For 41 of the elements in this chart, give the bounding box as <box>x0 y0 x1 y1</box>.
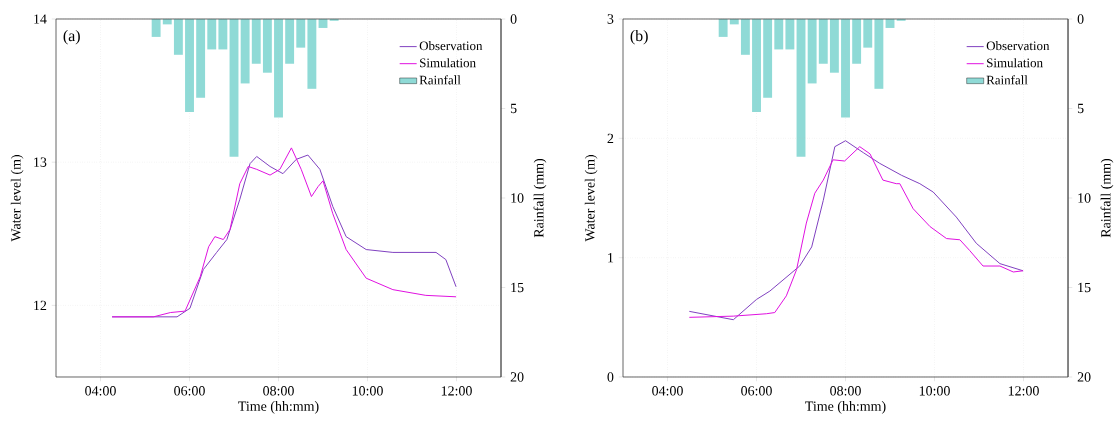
x-tick-label: 06:00 <box>741 386 772 396</box>
annotation: (a) <box>63 29 80 45</box>
x-tick-label: 04:00 <box>85 386 116 396</box>
legend-label: Observation <box>986 41 1050 51</box>
y-tick-label: 3 <box>607 14 614 24</box>
y-tick-label: 2 <box>607 133 614 143</box>
x-tick-label: 10:00 <box>352 386 383 396</box>
legend-label: Rainfall <box>986 75 1028 85</box>
y-tick-label: 1 <box>608 253 614 263</box>
y-axis-title: Water level (m) <box>10 155 24 242</box>
y-tick-label: 13 <box>34 157 47 167</box>
x-tick-label: 12:00 <box>1008 386 1039 396</box>
x-tick-label: 12:00 <box>441 386 472 396</box>
legend-label: Rainfall <box>419 75 461 85</box>
y-tick-label: 14 <box>34 14 47 24</box>
y-tick-label: 0 <box>607 372 614 382</box>
legend-label: Observation <box>419 41 483 51</box>
x-axis-title: Time (hh:mm) <box>805 401 886 414</box>
x-tick-label: 10:00 <box>919 386 950 396</box>
y2-tick-label: 20 <box>510 372 524 382</box>
annotation: (b) <box>630 29 648 45</box>
legend-label: Simulation <box>420 58 476 68</box>
x-tick-label: 08:00 <box>263 386 294 396</box>
y-axis-title: Water level (m) <box>584 155 598 242</box>
y2-tick-label: 5 <box>1077 103 1084 114</box>
x-tick-label: 06:00 <box>174 386 205 396</box>
y2-tick-label: 0 <box>1077 14 1084 24</box>
y2-tick-label: 15 <box>1078 282 1091 293</box>
y2-tick-label: 10 <box>1078 193 1091 203</box>
y2-tick-label: 15 <box>511 282 524 293</box>
y2-tick-label: 0 <box>510 14 517 24</box>
legend-label: Simulation <box>987 58 1043 68</box>
y2-axis-title: Rainfall (mm) <box>533 158 547 238</box>
x-axis-title: Time (hh:mm) <box>238 401 319 414</box>
x-tick-label: 04:00 <box>652 386 683 396</box>
y2-axis-title: Rainfall (mm) <box>1100 158 1114 238</box>
y2-tick-label: 5 <box>510 103 517 114</box>
y2-tick-label: 20 <box>1077 372 1091 382</box>
x-tick-label: 08:00 <box>830 386 861 396</box>
y2-tick-label: 10 <box>511 193 524 203</box>
y-tick-label: 12 <box>34 300 47 311</box>
